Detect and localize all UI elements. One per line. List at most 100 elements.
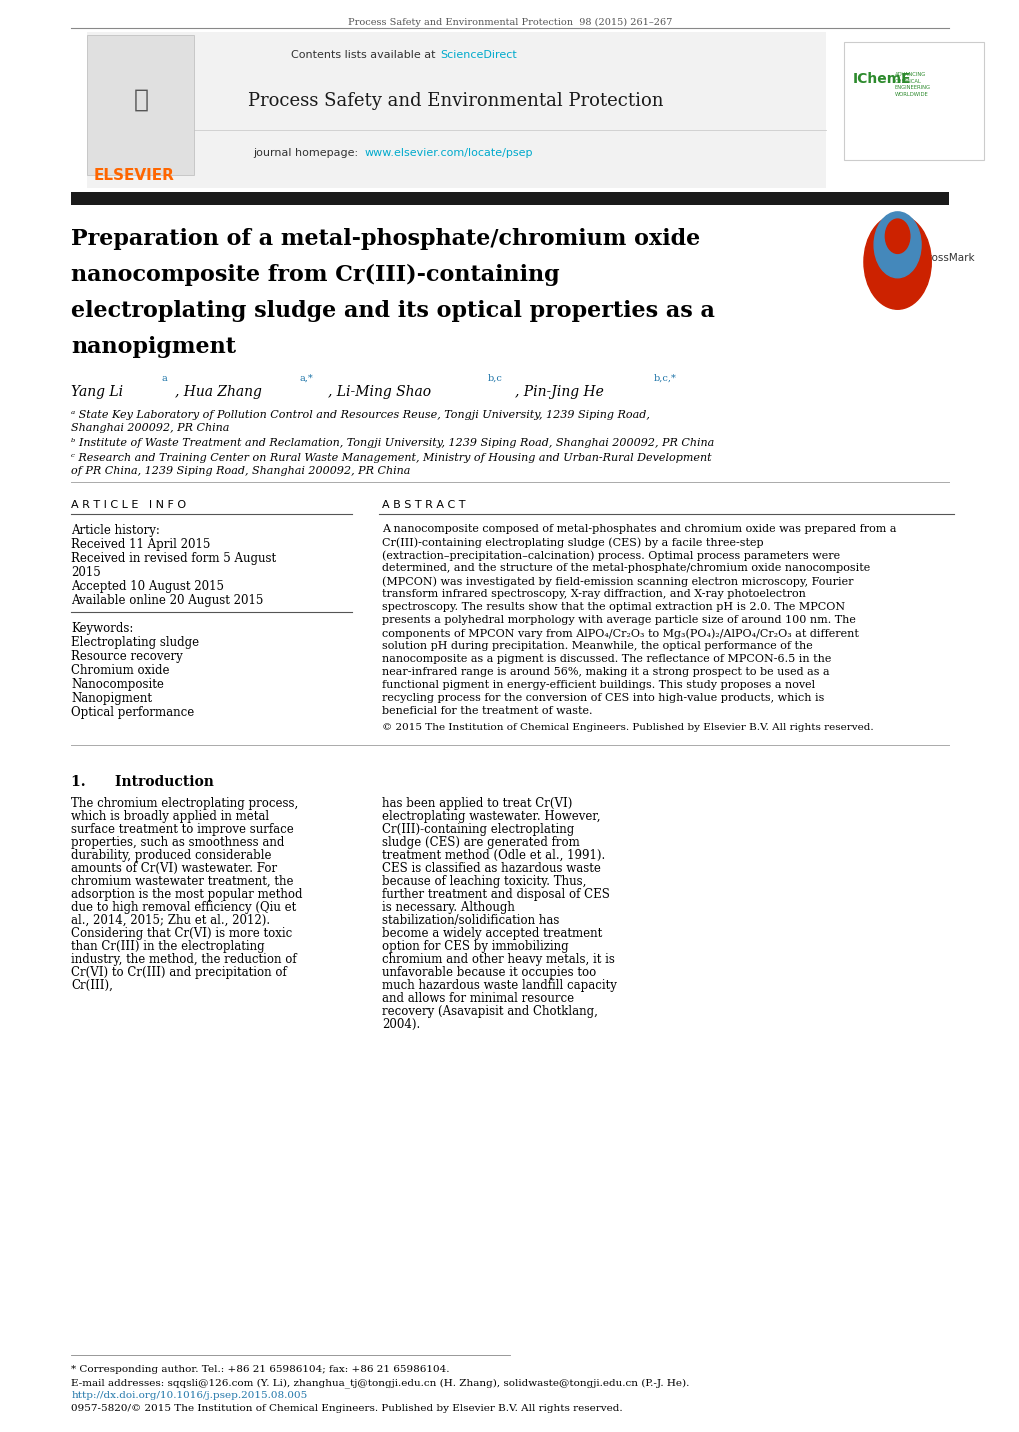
Circle shape: [863, 215, 930, 309]
Text: amounts of Cr(VI) wastewater. For: amounts of Cr(VI) wastewater. For: [71, 862, 277, 875]
Text: solution pH during precipitation. Meanwhile, the optical performance of the: solution pH during precipitation. Meanwh…: [382, 642, 812, 652]
Text: Keywords:: Keywords:: [71, 621, 133, 634]
Text: b,c: b,c: [487, 374, 502, 382]
Text: a,*: a,*: [300, 374, 313, 382]
Text: Considering that Cr(VI) is more toxic: Considering that Cr(VI) is more toxic: [71, 927, 292, 939]
Text: 🌳: 🌳: [133, 87, 148, 112]
Text: become a widely accepted treatment: become a widely accepted treatment: [382, 927, 602, 939]
Text: spectroscopy. The results show that the optimal extraction pH is 2.0. The MPCON: spectroscopy. The results show that the …: [382, 601, 845, 611]
Text: (extraction–precipitation–calcination) process. Optimal process parameters were: (extraction–precipitation–calcination) p…: [382, 550, 840, 560]
Text: CES is classified as hazardous waste: CES is classified as hazardous waste: [382, 862, 601, 875]
Text: Article history:: Article history:: [71, 524, 160, 537]
Circle shape: [884, 219, 909, 253]
Text: The chromium electroplating process,: The chromium electroplating process,: [71, 798, 299, 811]
FancyBboxPatch shape: [843, 42, 983, 160]
Text: ᵃ State Key Laboratory of Pollution Control and Resources Reuse, Tongji Universi: ᵃ State Key Laboratory of Pollution Cont…: [71, 410, 650, 420]
Text: Chromium oxide: Chromium oxide: [71, 664, 170, 677]
Text: properties, such as smoothness and: properties, such as smoothness and: [71, 836, 284, 849]
Text: Optical performance: Optical performance: [71, 706, 195, 719]
Text: journal homepage:: journal homepage:: [254, 147, 362, 158]
Text: due to high removal efficiency (Qiu et: due to high removal efficiency (Qiu et: [71, 901, 297, 914]
Text: is necessary. Although: is necessary. Although: [382, 901, 515, 914]
Text: Cr(III),: Cr(III),: [71, 979, 113, 992]
Text: A R T I C L E   I N F O: A R T I C L E I N F O: [71, 500, 186, 510]
Text: Resource recovery: Resource recovery: [71, 650, 183, 663]
Text: ADVANCING
CHEMICAL
ENGINEERING
WORLDWIDE: ADVANCING CHEMICAL ENGINEERING WORLDWIDE: [894, 72, 929, 97]
FancyBboxPatch shape: [87, 32, 825, 188]
Text: functional pigment in energy-efficient buildings. This study proposes a novel: functional pigment in energy-efficient b…: [382, 680, 815, 690]
Text: Contents lists available at: Contents lists available at: [290, 50, 438, 60]
Text: chromium wastewater treatment, the: chromium wastewater treatment, the: [71, 875, 293, 888]
Text: treatment method (Odle et al., 1991).: treatment method (Odle et al., 1991).: [382, 849, 605, 862]
Text: Cr(III)-containing electroplating: Cr(III)-containing electroplating: [382, 823, 574, 836]
Text: determined, and the structure of the metal-phosphate/chromium oxide nanocomposit: determined, and the structure of the met…: [382, 563, 870, 573]
FancyBboxPatch shape: [87, 34, 194, 175]
Text: near-infrared range is around 56%, making it a strong prospect to be used as a: near-infrared range is around 56%, makin…: [382, 667, 829, 677]
Text: 2015: 2015: [71, 566, 101, 579]
Text: sludge (CES) are generated from: sludge (CES) are generated from: [382, 836, 580, 849]
Text: nanocomposite from Cr(III)-containing: nanocomposite from Cr(III)-containing: [71, 263, 559, 286]
Text: recovery (Asavapisit and Chotklang,: recovery (Asavapisit and Chotklang,: [382, 1005, 598, 1018]
Text: A B S T R A C T: A B S T R A C T: [382, 500, 466, 510]
Text: industry, the method, the reduction of: industry, the method, the reduction of: [71, 954, 297, 967]
Text: beneficial for the treatment of waste.: beneficial for the treatment of waste.: [382, 706, 592, 716]
Text: Cr(III)-containing electroplating sludge (CES) by a facile three-step: Cr(III)-containing electroplating sludge…: [382, 537, 763, 547]
Text: surface treatment to improve surface: surface treatment to improve surface: [71, 823, 293, 836]
Text: stabilization/solidification has: stabilization/solidification has: [382, 914, 559, 927]
Text: ᵇ Institute of Waste Treatment and Reclamation, Tongji University, 1239 Siping R: ᵇ Institute of Waste Treatment and Recla…: [71, 438, 714, 448]
Text: © 2015 The Institution of Chemical Engineers. Published by Elsevier B.V. All rig: © 2015 The Institution of Chemical Engin…: [382, 723, 873, 732]
Text: durability, produced considerable: durability, produced considerable: [71, 849, 272, 862]
Text: Nanocomposite: Nanocomposite: [71, 677, 164, 692]
Text: Process Safety and Environmental Protection  98 (2015) 261–267: Process Safety and Environmental Protect…: [347, 19, 672, 27]
Text: Cr(VI) to Cr(III) and precipitation of: Cr(VI) to Cr(III) and precipitation of: [71, 967, 287, 979]
Text: nanocomposite as a pigment is discussed. The reflectance of MPCON-6.5 in the: nanocomposite as a pigment is discussed.…: [382, 654, 832, 664]
Text: has been applied to treat Cr(VI): has been applied to treat Cr(VI): [382, 798, 573, 811]
Text: , Li-Ming Shao: , Li-Ming Shao: [328, 385, 431, 400]
Text: Available online 20 August 2015: Available online 20 August 2015: [71, 594, 264, 607]
Text: unfavorable because it occupies too: unfavorable because it occupies too: [382, 967, 596, 979]
Text: adsorption is the most popular method: adsorption is the most popular method: [71, 888, 303, 901]
Text: , Hua Zhang: , Hua Zhang: [175, 385, 262, 400]
Text: E-mail addresses: sqqsli@126.com (Y. Li), zhanghua_tj@tongji.edu.cn (H. Zhang), : E-mail addresses: sqqsli@126.com (Y. Li)…: [71, 1378, 689, 1388]
Text: than Cr(III) in the electroplating: than Cr(III) in the electroplating: [71, 939, 265, 954]
Text: 1.      Introduction: 1. Introduction: [71, 775, 214, 789]
Circle shape: [873, 212, 920, 278]
Text: , Pin-Jing He: , Pin-Jing He: [515, 385, 603, 400]
Text: CrossMark: CrossMark: [919, 253, 974, 263]
Text: Received in revised form 5 August: Received in revised form 5 August: [71, 551, 276, 566]
Text: of PR China, 1239 Siping Road, Shanghai 200092, PR China: of PR China, 1239 Siping Road, Shanghai …: [71, 465, 411, 475]
Text: chromium and other heavy metals, it is: chromium and other heavy metals, it is: [382, 954, 614, 967]
Text: much hazardous waste landfill capacity: much hazardous waste landfill capacity: [382, 979, 616, 992]
Text: transform infrared spectroscopy, X-ray diffraction, and X-ray photoelectron: transform infrared spectroscopy, X-ray d…: [382, 589, 806, 599]
Text: 2004).: 2004).: [382, 1018, 421, 1031]
Text: ᶜ Research and Training Center on Rural Waste Management, Ministry of Housing an: ᶜ Research and Training Center on Rural …: [71, 453, 711, 463]
Text: nanopigment: nanopigment: [71, 337, 236, 358]
FancyBboxPatch shape: [71, 192, 948, 205]
Text: A nanocomposite composed of metal-phosphates and chromium oxide was prepared fro: A nanocomposite composed of metal-phosph…: [382, 524, 896, 534]
Text: ELSEVIER: ELSEVIER: [94, 168, 174, 183]
Text: Shanghai 200092, PR China: Shanghai 200092, PR China: [71, 422, 229, 432]
Text: further treatment and disposal of CES: further treatment and disposal of CES: [382, 888, 609, 901]
Text: (MPCON) was investigated by field-emission scanning electron microscopy, Fourier: (MPCON) was investigated by field-emissi…: [382, 576, 853, 587]
Text: components of MPCON vary from AlPO₄/Cr₂O₃ to Mg₃(PO₄)₂/AlPO₄/Cr₂O₃ at different: components of MPCON vary from AlPO₄/Cr₂O…: [382, 629, 859, 639]
Text: because of leaching toxicity. Thus,: because of leaching toxicity. Thus,: [382, 875, 586, 888]
Text: * Corresponding author. Tel.: +86 21 65986104; fax: +86 21 65986104.: * Corresponding author. Tel.: +86 21 659…: [71, 1365, 449, 1373]
Text: Preparation of a metal-phosphate/chromium oxide: Preparation of a metal-phosphate/chromiu…: [71, 228, 700, 251]
Text: which is broadly applied in metal: which is broadly applied in metal: [71, 811, 269, 823]
Text: electroplating wastewater. However,: electroplating wastewater. However,: [382, 811, 600, 823]
Text: electroplating sludge and its optical properties as a: electroplating sludge and its optical pr…: [71, 299, 714, 322]
Text: b,c,*: b,c,*: [653, 374, 676, 382]
Text: al., 2014, 2015; Zhu et al., 2012).: al., 2014, 2015; Zhu et al., 2012).: [71, 914, 270, 927]
Text: Process Safety and Environmental Protection: Process Safety and Environmental Protect…: [248, 92, 663, 110]
Text: IChemE: IChemE: [852, 72, 910, 86]
Text: 0957-5820/© 2015 The Institution of Chemical Engineers. Published by Elsevier B.: 0957-5820/© 2015 The Institution of Chem…: [71, 1403, 623, 1413]
Text: a: a: [161, 374, 167, 382]
Text: Nanopigment: Nanopigment: [71, 692, 152, 705]
Text: recycling process for the conversion of CES into high-value products, which is: recycling process for the conversion of …: [382, 693, 824, 703]
Text: http://dx.doi.org/10.1016/j.psep.2015.08.005: http://dx.doi.org/10.1016/j.psep.2015.08…: [71, 1390, 308, 1400]
Text: www.elsevier.com/locate/psep: www.elsevier.com/locate/psep: [364, 147, 532, 158]
Text: option for CES by immobilizing: option for CES by immobilizing: [382, 939, 569, 954]
Text: and allows for minimal resource: and allows for minimal resource: [382, 992, 574, 1005]
Text: presents a polyhedral morphology with average particle size of around 100 nm. Th: presents a polyhedral morphology with av…: [382, 614, 856, 624]
Text: Received 11 April 2015: Received 11 April 2015: [71, 538, 211, 551]
